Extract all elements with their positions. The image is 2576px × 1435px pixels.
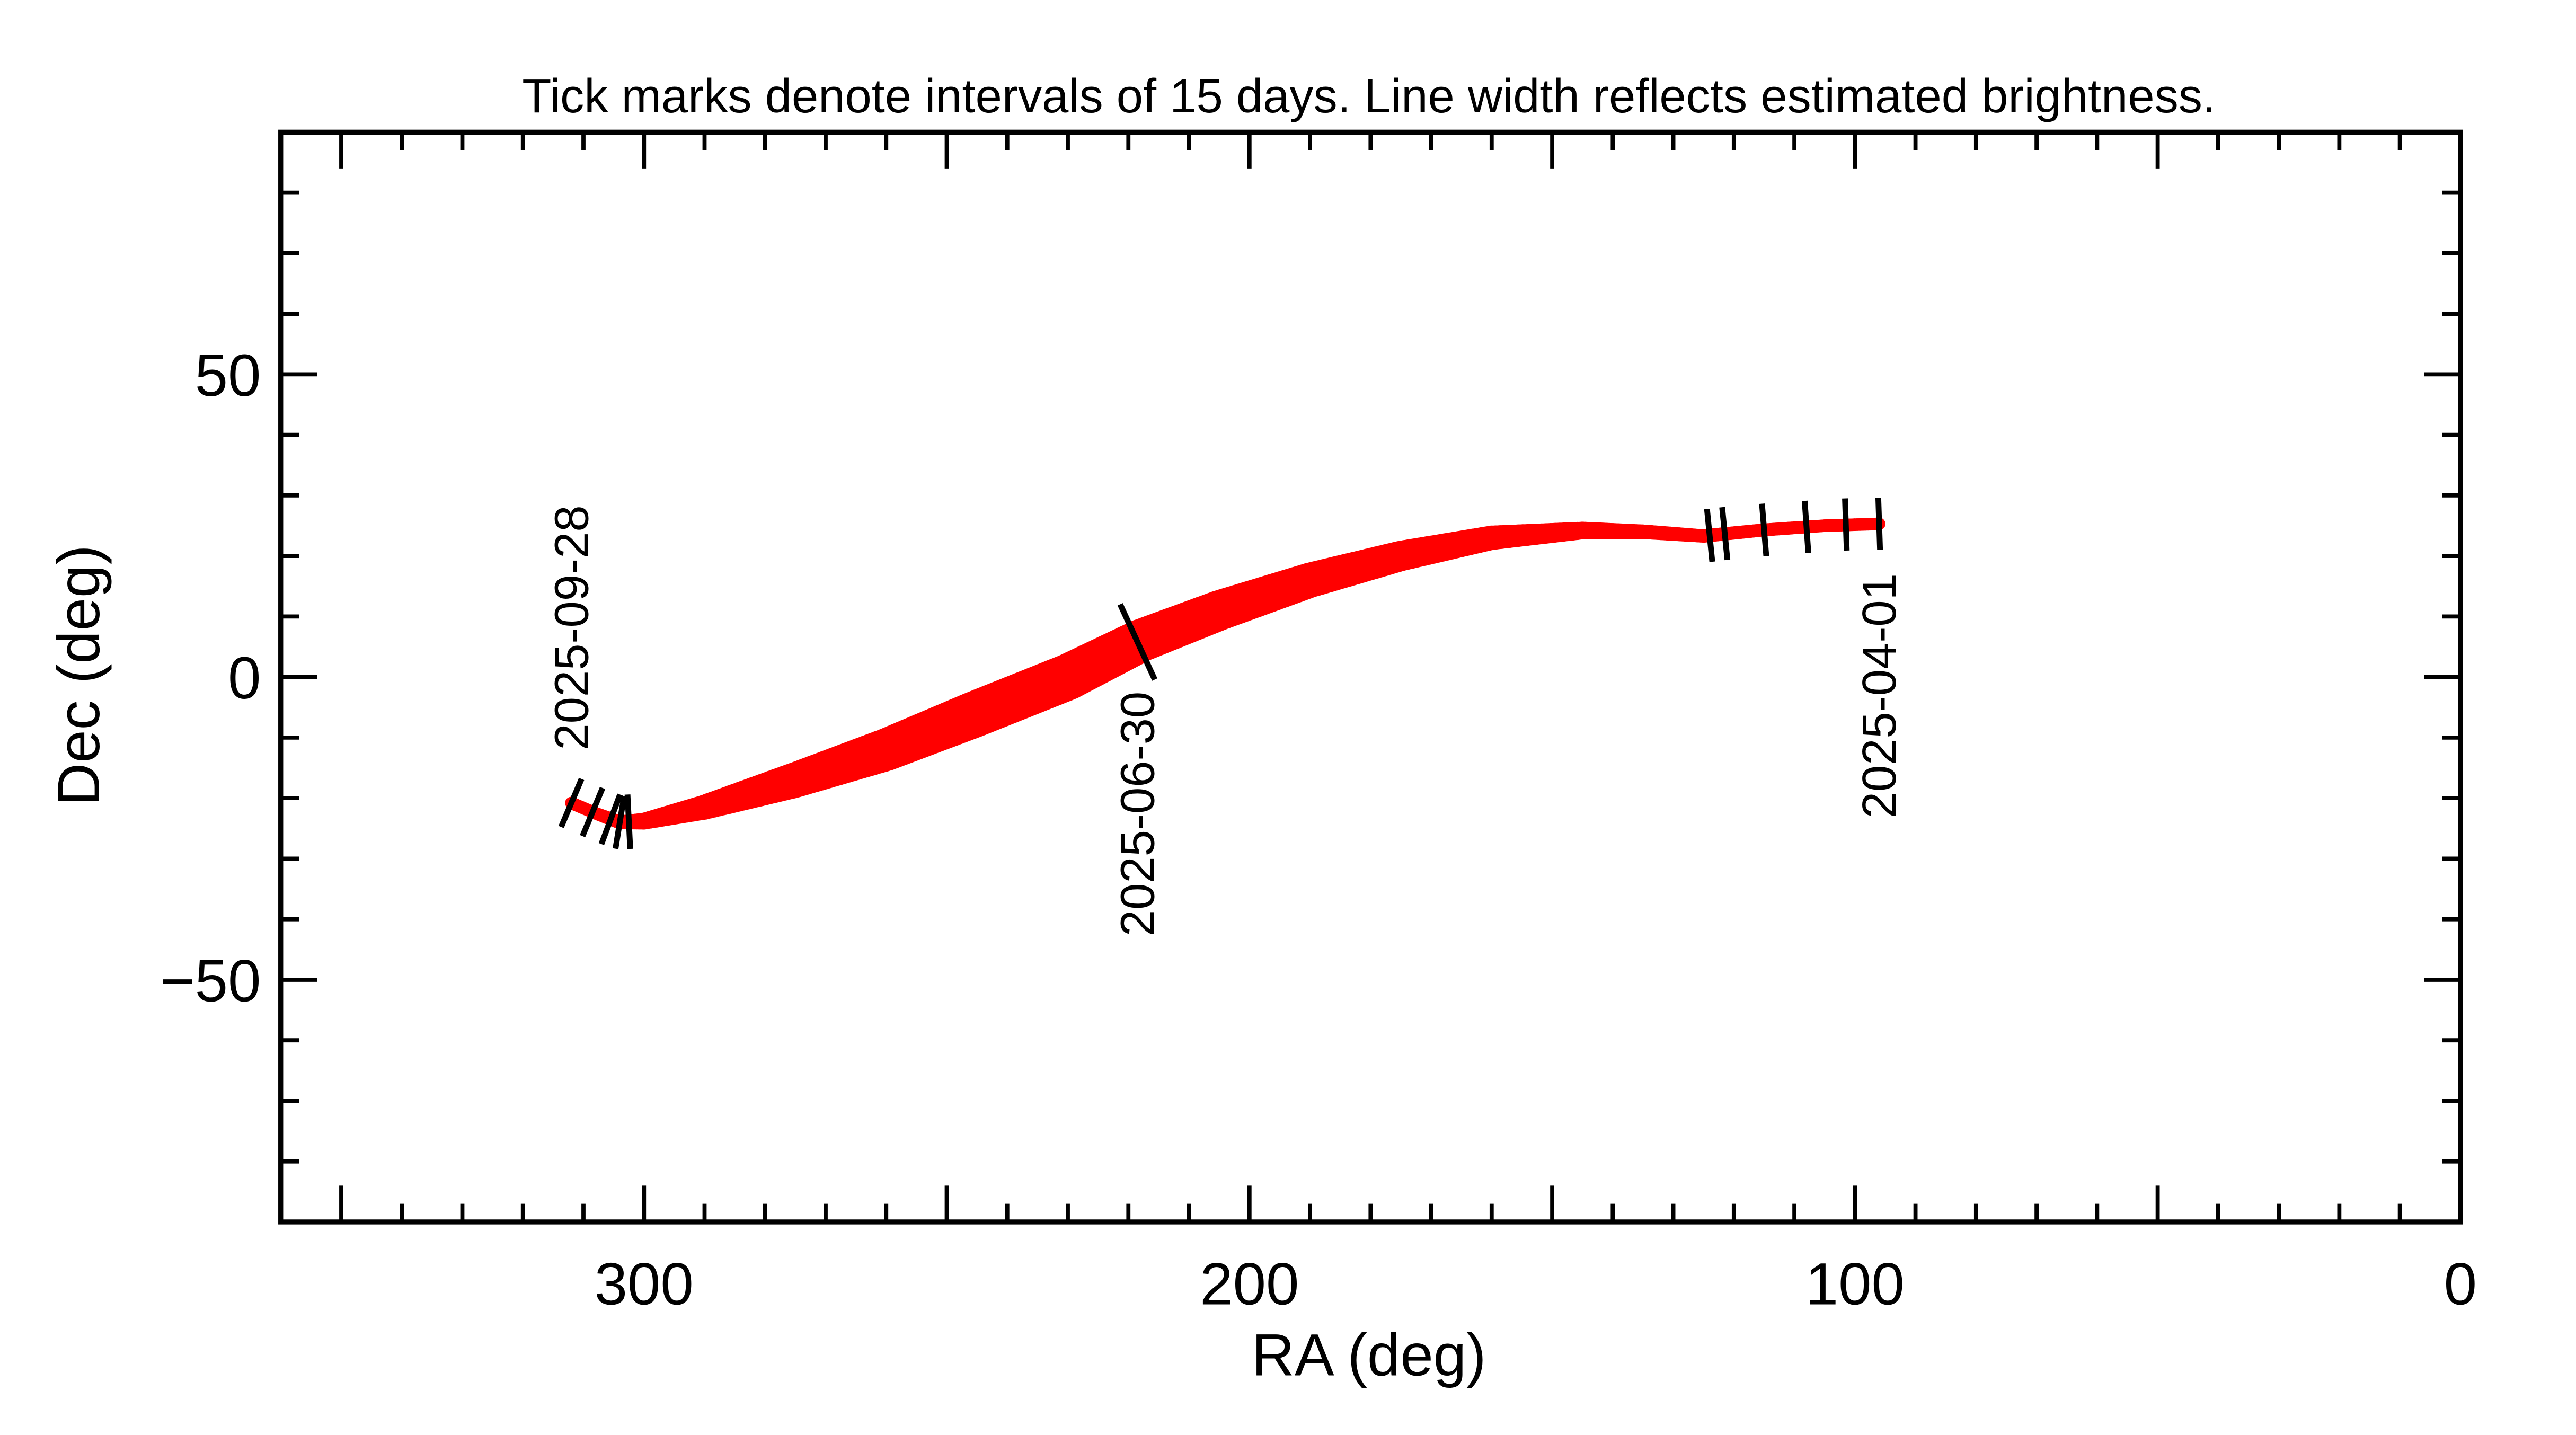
chart-title: Tick marks denote intervals of 15 days. … xyxy=(522,69,2216,123)
x-tick-label: 0 xyxy=(2444,1251,2477,1317)
interval-tick xyxy=(1117,603,1158,681)
x-tick-label: 200 xyxy=(1200,1251,1299,1317)
y-tick-label: 0 xyxy=(228,644,261,711)
date-label: 2025-04-01 xyxy=(1853,573,1906,818)
interval-tick xyxy=(580,786,606,837)
interval-tick xyxy=(558,777,585,828)
interval-tick xyxy=(1704,509,1715,562)
interval-tick xyxy=(1719,507,1731,561)
track-line xyxy=(565,517,1885,830)
interval-tick xyxy=(624,794,633,849)
y-axis-label: Dec (deg) xyxy=(45,545,112,805)
x-axis-label: RA (deg) xyxy=(1252,1322,1486,1388)
x-tick-label: 100 xyxy=(1805,1251,1905,1317)
plot-frame xyxy=(278,129,2463,1225)
y-tick-label: −50 xyxy=(160,947,261,1014)
date-label: 2025-06-30 xyxy=(1111,692,1165,936)
x-tick-label: 300 xyxy=(595,1251,694,1317)
interval-tick xyxy=(1842,498,1850,551)
interval-tick xyxy=(1875,498,1883,550)
interval-tick xyxy=(613,795,627,849)
interval-tick xyxy=(598,793,623,845)
interval-tick xyxy=(1759,503,1769,556)
interval-ticks xyxy=(558,498,1883,849)
y-tick-label: 50 xyxy=(195,342,261,409)
date-label: 2025-09-28 xyxy=(545,505,598,750)
interval-tick xyxy=(1802,500,1811,553)
axes xyxy=(278,129,2463,1225)
